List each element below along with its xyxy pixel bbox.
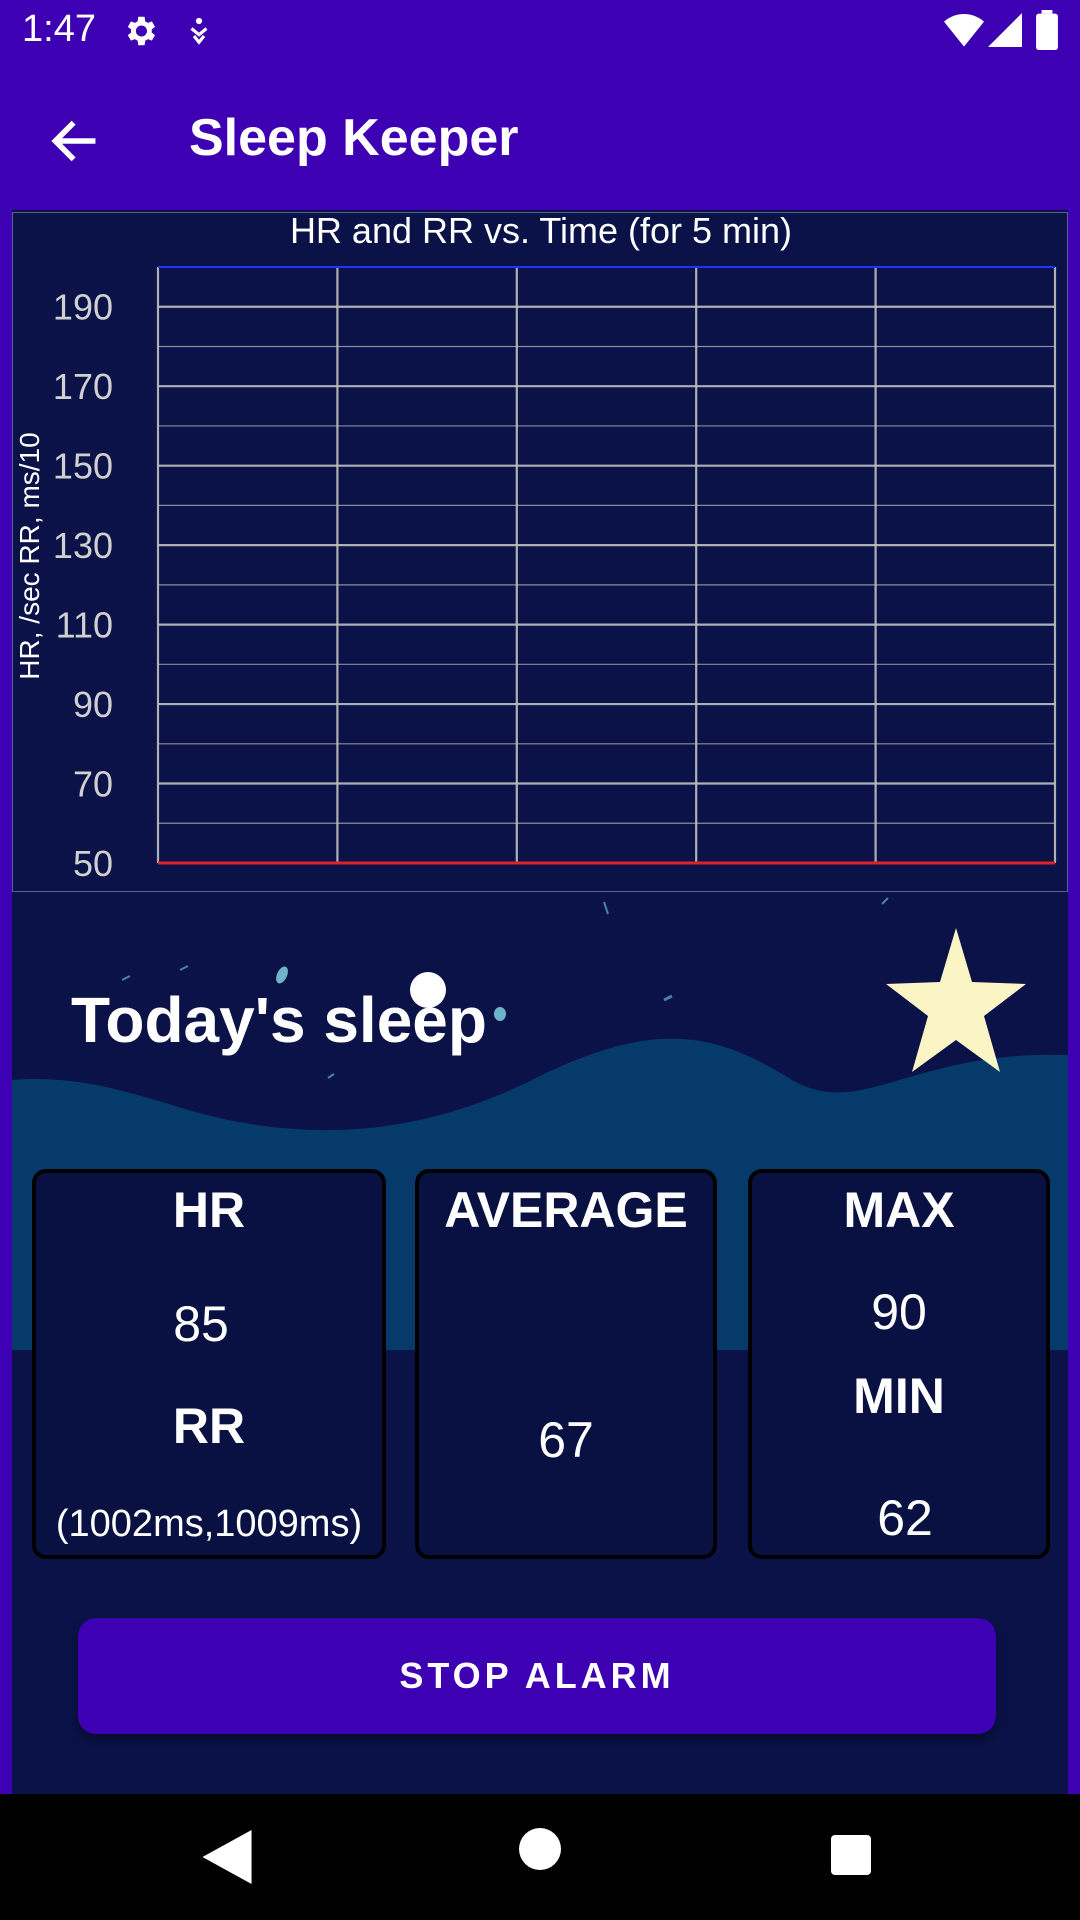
main-content: 50 70 90 110 130 150 170 190 HR and RR vs. Time … — [12, 210, 1068, 1794]
hr-label: HR — [172, 1182, 246, 1238]
y-tick-label: 170 — [53, 366, 113, 407]
rr-label: RR — [172, 1398, 246, 1454]
y-tick-label: 50 — [73, 843, 113, 884]
gear-icon — [127, 16, 156, 46]
battery-icon — [1036, 10, 1058, 50]
y-tick-label: 90 — [73, 684, 113, 725]
recents-square-icon[interactable] — [831, 1835, 871, 1875]
home-circle-icon[interactable] — [519, 1828, 561, 1870]
y-tick-label: 130 — [53, 525, 113, 566]
stop-alarm-button[interactable]: STOP ALARM — [78, 1618, 996, 1734]
system-nav-bar — [0, 1794, 1080, 1920]
max-label: MAX — [843, 1182, 955, 1238]
average-label: AVERAGE — [444, 1182, 688, 1238]
accessibility-icon — [190, 17, 208, 45]
star-icon — [886, 928, 1026, 1072]
signal-icon — [988, 13, 1022, 47]
app-title: Sleep Keeper — [189, 109, 519, 167]
status-bar: 1:47 — [0, 0, 1080, 63]
chart-title: HR and RR vs. Time (for 5 min) — [290, 213, 792, 251]
max-min-card: MAX 90 MIN 62 — [748, 1169, 1050, 1559]
hr-rr-chart: 50 70 90 110 130 150 170 190 HR and RR vs. Time … — [12, 212, 1068, 892]
todays-sleep-title: Today's sleep — [71, 984, 487, 1056]
hr-rr-card: HR 85 RR (1002ms,1009ms) — [32, 1169, 386, 1559]
average-card: AVERAGE 67 — [415, 1169, 717, 1559]
y-axis-label: HR, /sec RR, ms/10 — [14, 432, 45, 679]
arrow-left-icon[interactable] — [46, 113, 102, 169]
hr-value: 85 — [173, 1296, 229, 1352]
y-tick-label: 110 — [56, 605, 113, 646]
rr-value: (1002ms,1009ms) — [55, 1503, 363, 1545]
min-label: MIN — [853, 1368, 945, 1424]
y-tick-label: 70 — [73, 764, 113, 805]
max-value: 90 — [871, 1284, 927, 1340]
y-tick-label: 190 — [53, 287, 113, 328]
average-value: 67 — [538, 1412, 594, 1468]
status-time: 1:47 — [22, 8, 96, 50]
wifi-icon — [944, 14, 984, 47]
y-tick-label: 150 — [53, 446, 113, 487]
back-triangle-icon[interactable] — [202, 1830, 252, 1884]
app-bar: Sleep Keeper — [0, 63, 1080, 210]
min-value: 62 — [877, 1490, 933, 1546]
chart-canvas: 50 70 90 110 130 150 170 190 HR and RR vs. Time … — [14, 213, 1057, 884]
moon-dot — [410, 972, 446, 1008]
